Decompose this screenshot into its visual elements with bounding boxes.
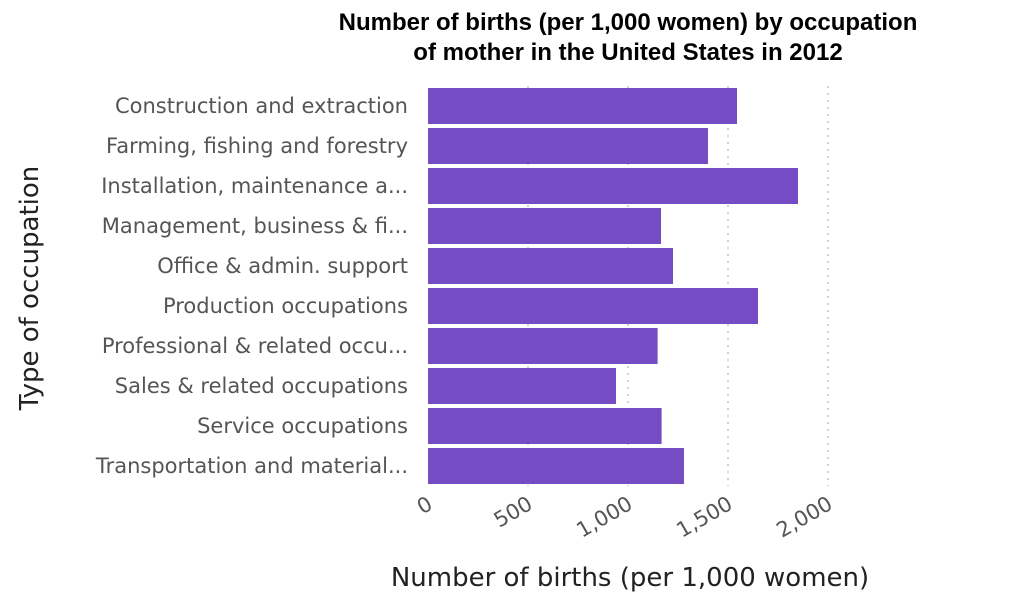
category-label: Professional & related occu... xyxy=(102,334,408,358)
bar xyxy=(428,248,673,284)
bar xyxy=(428,448,684,484)
category-label: Transportation and material... xyxy=(95,454,408,478)
category-label: Construction and extraction xyxy=(115,94,408,118)
x-tick-label: 1,500 xyxy=(672,492,736,543)
category-labels: Construction and extraction Farming, fish… xyxy=(95,94,408,478)
y-axis-title: Type of occupation xyxy=(15,166,45,412)
category-label: Sales & related occupations xyxy=(115,374,408,398)
category-label: Production occupations xyxy=(163,294,408,318)
category-label: Office & admin. support xyxy=(157,254,408,278)
chart-title-line-2: of mother in the United States in 2012 xyxy=(413,39,842,66)
bar xyxy=(428,168,798,204)
x-tick-label: 2,000 xyxy=(772,492,836,543)
x-tick-label: 1,000 xyxy=(572,492,636,543)
chart-title: Number of births (per 1,000 women) by oc… xyxy=(339,9,918,66)
bar xyxy=(428,368,616,404)
bar xyxy=(428,328,658,364)
bar xyxy=(428,88,737,124)
category-label: Management, business & fi... xyxy=(102,214,408,238)
bar xyxy=(428,208,661,244)
category-label: Farming, fishing and forestry xyxy=(106,134,408,158)
x-tick-labels: 0 500 1,000 1,500 2,000 xyxy=(413,492,837,543)
category-label: Installation, maintenance a... xyxy=(101,174,408,198)
x-axis-title: Number of births (per 1,000 women) xyxy=(391,563,869,593)
x-tick-label: 500 xyxy=(490,492,537,533)
category-label: Service occupations xyxy=(197,414,408,438)
bar xyxy=(428,128,708,164)
chart-title-line-1: Number of births (per 1,000 women) by oc… xyxy=(339,9,918,36)
x-tick-label: 0 xyxy=(413,492,437,519)
bars xyxy=(428,88,798,484)
bar xyxy=(428,288,758,324)
bar xyxy=(428,408,662,444)
